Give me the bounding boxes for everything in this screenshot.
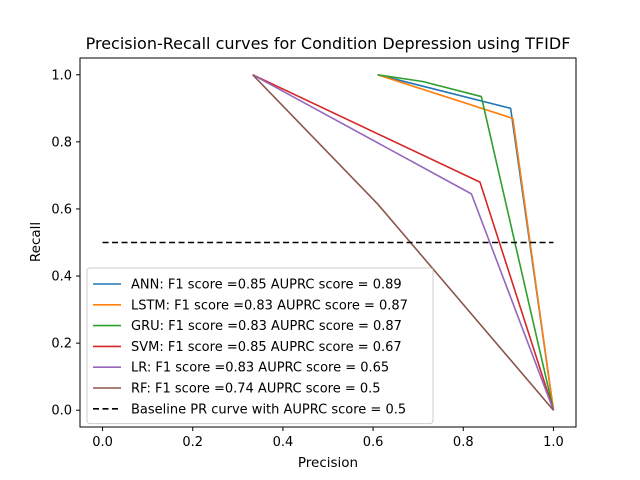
x-tick-label: 0.6 <box>363 435 384 450</box>
chart-title: Precision-Recall curves for Condition De… <box>86 34 571 53</box>
y-tick-label: 0.0 <box>51 404 72 419</box>
x-tick-label: 0.4 <box>273 435 294 450</box>
legend-label-lr: LR: F1 score =0.83 AUPRC score = 0.65 <box>131 361 389 376</box>
legend-label-ann: ANN: F1 score =0.85 AUPRC score = 0.89 <box>131 278 402 293</box>
series-line-rf <box>252 74 555 411</box>
series-line-svm <box>252 74 555 411</box>
legend-box <box>86 267 434 425</box>
x-tick-label: 0.0 <box>92 435 113 450</box>
series-line-lr <box>252 74 555 411</box>
legend-label-lstm: LSTM: F1 score =0.83 AUPRC score = 0.87 <box>131 298 408 313</box>
y-tick-label: 0.6 <box>51 202 72 217</box>
y-tick-label: 1.0 <box>51 68 72 83</box>
series-layer <box>102 73 555 411</box>
x-tick-label: 1.0 <box>543 435 564 450</box>
legend-label-baseline: Baseline PR curve with AUPRC score = 0.5 <box>131 402 406 417</box>
x-axis: 0.0 0.2 0.4 0.6 0.8 1.0 <box>92 427 564 450</box>
legend-label-rf: RF: F1 score =0.74 AUPRC score = 0.5 <box>131 382 381 397</box>
plot-frame <box>79 57 577 428</box>
x-axis-label: Precision <box>298 455 358 471</box>
y-tick-label: 0.4 <box>51 270 72 285</box>
legend-label-svm: SVM: F1 score =0.85 AUPRC score = 0.67 <box>131 340 402 355</box>
legend-label-gru: GRU: F1 score =0.83 AUPRC score = 0.87 <box>131 319 402 334</box>
legend: ANN: F1 score =0.85 AUPRC score = 0.89 LS… <box>86 267 434 425</box>
series-line-gru <box>377 73 555 411</box>
y-axis: 0.0 0.2 0.4 0.6 0.8 1.0 <box>51 68 80 419</box>
y-tick-label: 0.8 <box>51 135 72 150</box>
series-line-lstm <box>377 74 555 411</box>
x-tick-label: 0.2 <box>182 435 203 450</box>
x-tick-label: 0.8 <box>453 435 474 450</box>
y-tick-label: 0.2 <box>51 337 72 352</box>
y-axis-label: Recall <box>28 222 44 262</box>
